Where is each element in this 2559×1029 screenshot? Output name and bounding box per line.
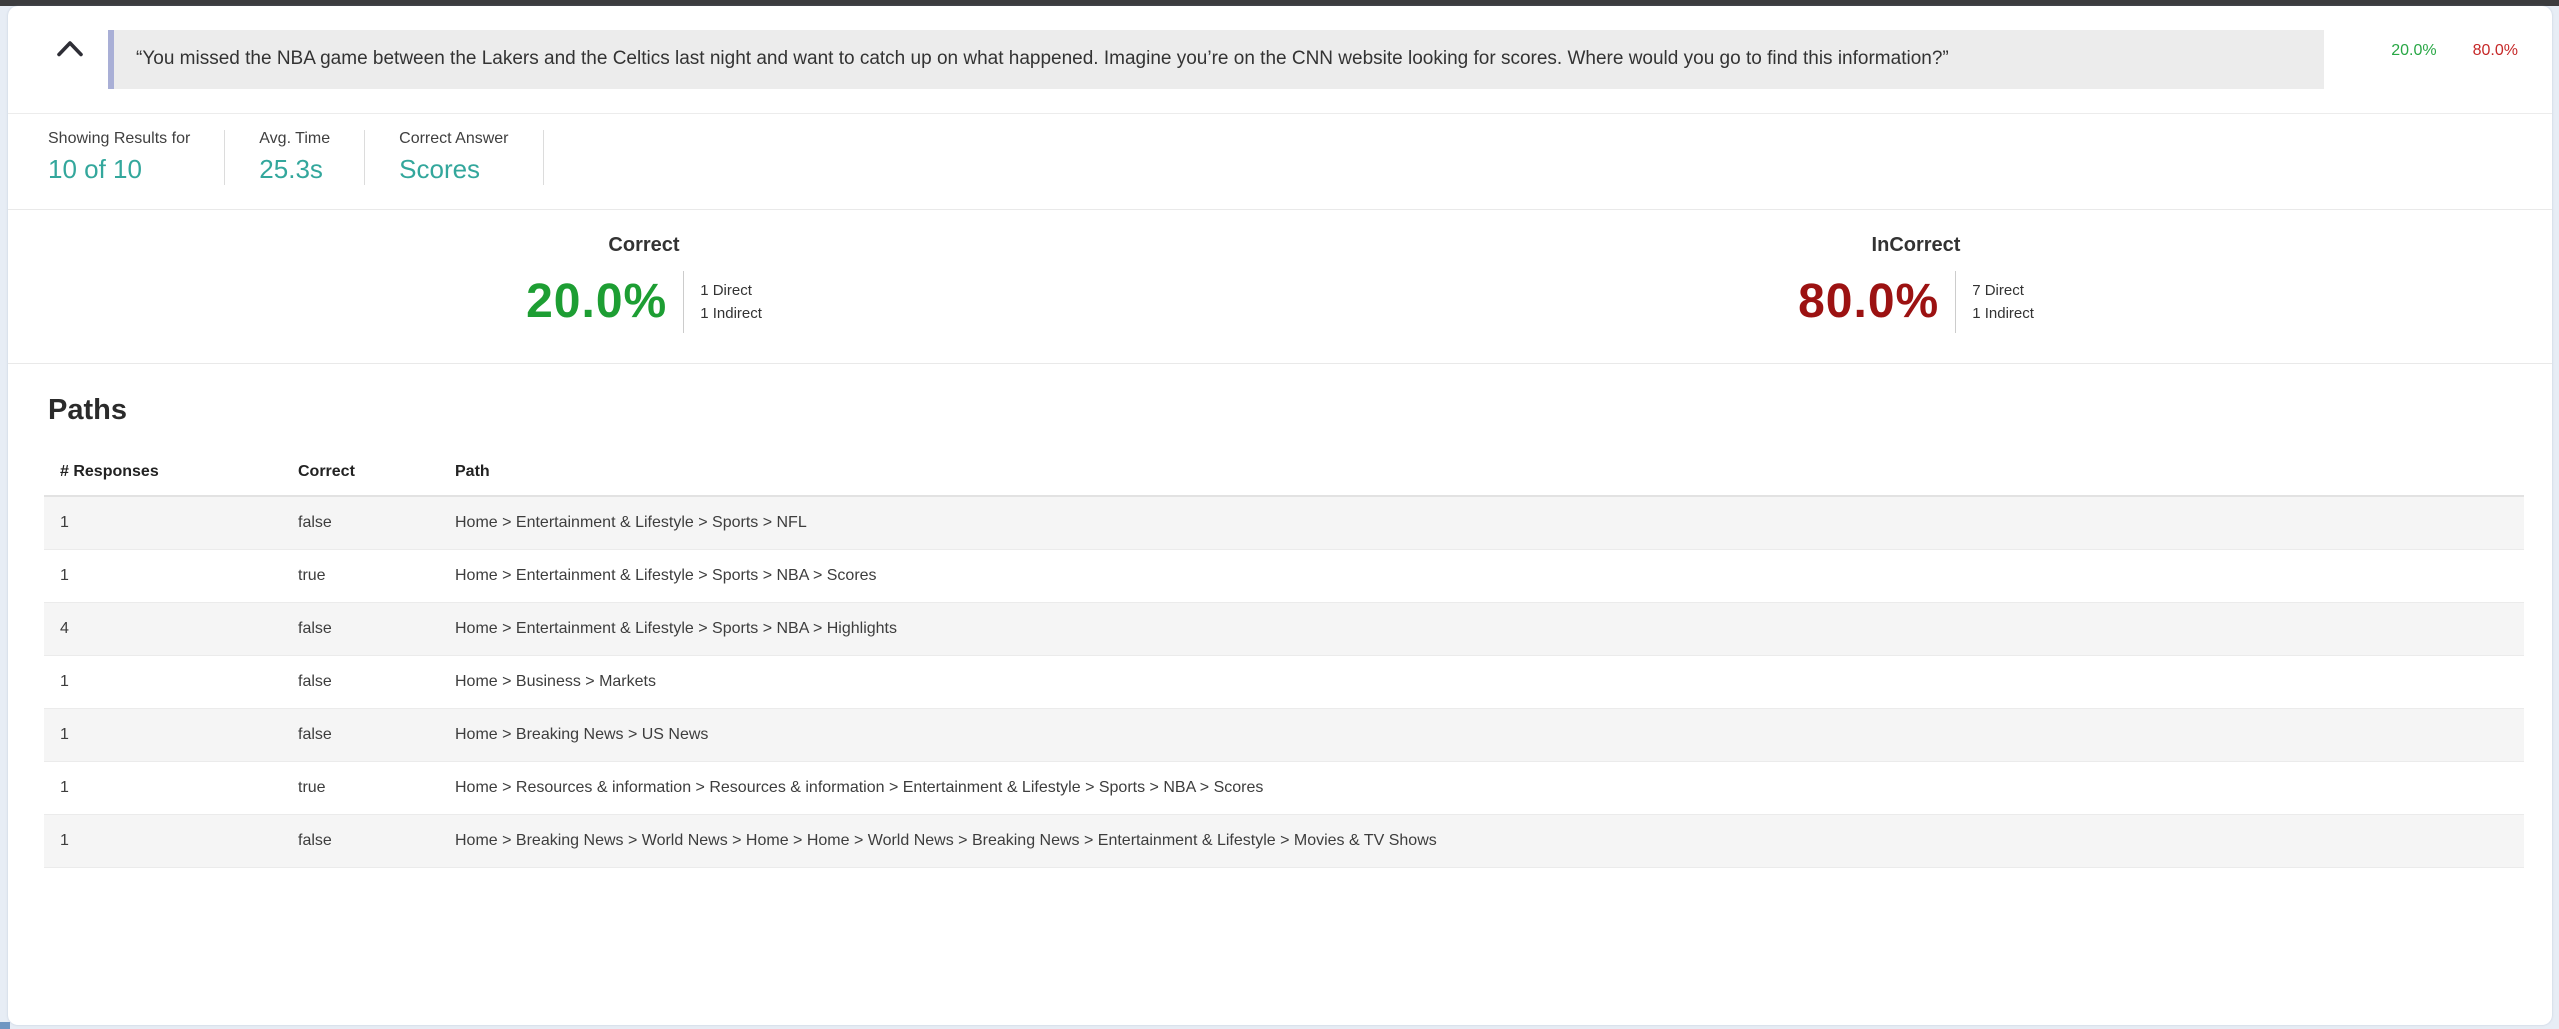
incorrect-direct-count: 7 Direct [1972, 281, 2024, 299]
stat-value: Scores [399, 153, 481, 184]
cell-responses: 1 [44, 814, 282, 868]
correct-percentage: 20.0% [526, 275, 668, 329]
stat-label: Showing Results for [48, 129, 191, 147]
cell-responses: 1 [44, 761, 282, 815]
cell-responses: 1 [44, 549, 282, 603]
divider [1955, 270, 1957, 333]
cell-path: Home > Breaking News > US News [439, 708, 2524, 762]
header-correct-pct: 20.0% [2391, 42, 2437, 59]
cell-path: Home > Business > Markets [439, 655, 2524, 709]
table-header-row: # Responses Correct Path [44, 452, 2524, 497]
chevron-up-icon [56, 41, 84, 60]
table-row: 4 false Home > Entertainment & Lifestyle… [44, 602, 2524, 656]
collapse-section-button[interactable] [56, 40, 84, 57]
correct-indirect-count: 1 Indirect [700, 304, 762, 322]
cell-correct: false [282, 708, 439, 762]
column-header-correct: Correct [282, 452, 439, 497]
window-top-bar [0, 0, 2559, 6]
stat-value: 25.3s [259, 153, 323, 184]
score-summary-section: Correct 20.0% 1 Direct 1 Indirect InCorr… [8, 210, 2552, 364]
correct-summary: Correct 20.0% 1 Direct 1 Indirect [8, 234, 1280, 333]
incorrect-summary: InCorrect 80.0% 7 Direct 1 Indirect [1280, 234, 2552, 333]
incorrect-percentage: 80.0% [1798, 275, 1940, 329]
correct-title: Correct [608, 233, 680, 256]
header-summary-percentages: 20.0% 80.0% [2324, 30, 2532, 60]
stat-label: Correct Answer [399, 129, 509, 147]
column-header-path: Path [439, 452, 2524, 497]
correct-breakdown: 1 Direct 1 Indirect [700, 279, 762, 326]
paths-table: # Responses Correct Path 1 false Home > … [44, 452, 2524, 868]
cell-path: Home > Entertainment & Lifestyle > Sport… [439, 549, 2524, 603]
question-header: “You missed the NBA game between the Lak… [8, 6, 2552, 114]
task-question-text: “You missed the NBA game between the Lak… [108, 30, 2324, 89]
cell-path: Home > Resources & information > Resourc… [439, 761, 2524, 815]
stat-label: Avg. Time [259, 129, 331, 147]
results-card: “You missed the NBA game between the Lak… [8, 6, 2552, 1025]
cell-responses: 1 [44, 655, 282, 709]
table-row: 1 false Home > Breaking News > World New… [44, 814, 2524, 868]
stat-showing-results: Showing Results for 10 of 10 [48, 129, 226, 185]
divider [683, 270, 685, 333]
cell-responses: 4 [44, 602, 282, 656]
table-row: 1 false Home > Business > Markets [44, 655, 2524, 709]
incorrect-title: InCorrect [1871, 233, 1961, 256]
cell-path: Home > Entertainment & Lifestyle > Sport… [439, 602, 2524, 656]
paths-section-title: Paths [48, 393, 127, 426]
correct-direct-count: 1 Direct [700, 281, 752, 299]
cell-correct: false [282, 495, 439, 550]
scroll-corner-indicator [0, 1022, 10, 1029]
incorrect-indirect-count: 1 Indirect [1972, 304, 2034, 322]
cell-path: Home > Breaking News > World News > Home… [439, 814, 2524, 868]
table-row: 1 true Home > Entertainment & Lifestyle … [44, 549, 2524, 603]
paths-section: Paths # Responses Correct Path 1 false H… [8, 364, 2552, 868]
stats-row: Showing Results for 10 of 10 Avg. Time 2… [8, 114, 2552, 210]
header-incorrect-pct: 80.0% [2472, 42, 2518, 59]
cell-responses: 1 [44, 708, 282, 762]
table-row: 1 false Home > Entertainment & Lifestyle… [44, 495, 2524, 550]
cell-correct: false [282, 814, 439, 868]
cell-path: Home > Entertainment & Lifestyle > Sport… [439, 495, 2524, 550]
stat-avg-time: Avg. Time 25.3s [225, 129, 366, 185]
table-row: 1 true Home > Resources & information > … [44, 761, 2524, 815]
cell-correct: true [282, 549, 439, 603]
column-header-responses: # Responses [44, 452, 282, 497]
cell-responses: 1 [44, 495, 282, 550]
cell-correct: false [282, 602, 439, 656]
table-row: 1 false Home > Breaking News > US News [44, 708, 2524, 762]
incorrect-breakdown: 7 Direct 1 Indirect [1972, 279, 2034, 326]
stat-value: 10 of 10 [48, 153, 142, 184]
stat-correct-answer: Correct Answer Scores [365, 129, 544, 185]
cell-correct: true [282, 761, 439, 815]
cell-correct: false [282, 655, 439, 709]
